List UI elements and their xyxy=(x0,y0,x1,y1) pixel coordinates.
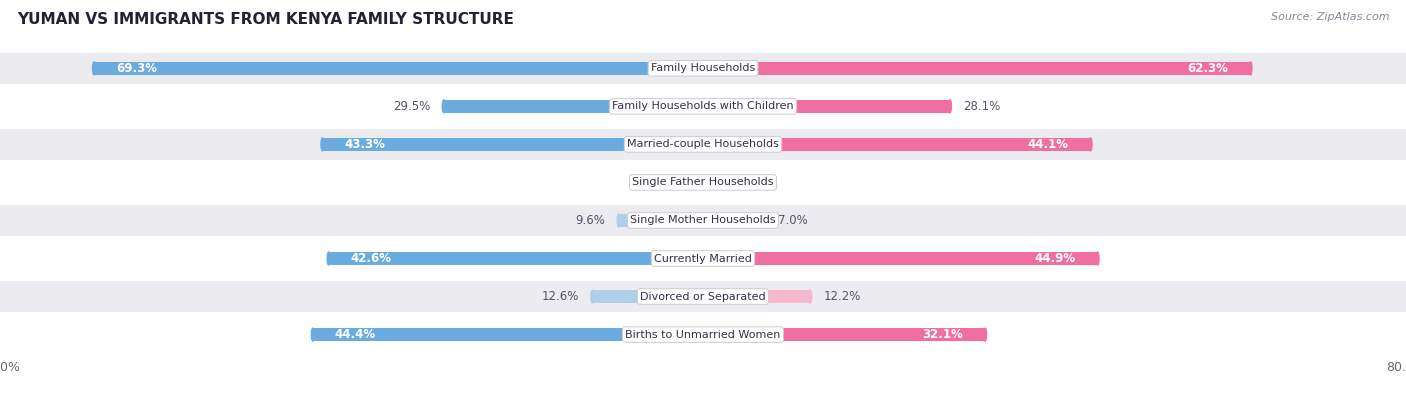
Circle shape xyxy=(808,290,811,303)
Circle shape xyxy=(702,252,704,265)
Text: 44.9%: 44.9% xyxy=(1035,252,1076,265)
Circle shape xyxy=(1097,252,1099,265)
Circle shape xyxy=(702,290,704,303)
Bar xyxy=(0,281,1406,312)
Text: Currently Married: Currently Married xyxy=(654,254,752,263)
Text: Family Households with Children: Family Households with Children xyxy=(612,102,794,111)
Bar xyxy=(592,290,703,303)
Circle shape xyxy=(702,62,704,75)
Circle shape xyxy=(702,290,704,303)
Text: 9.6%: 9.6% xyxy=(575,214,606,227)
Text: Single Mother Households: Single Mother Households xyxy=(630,215,776,226)
Text: Source: ZipAtlas.com: Source: ZipAtlas.com xyxy=(1271,12,1389,22)
Bar xyxy=(703,176,724,189)
Bar xyxy=(703,252,1098,265)
Bar xyxy=(444,100,703,113)
Bar xyxy=(94,62,703,75)
Text: 7.0%: 7.0% xyxy=(778,214,807,227)
Circle shape xyxy=(702,328,704,341)
Circle shape xyxy=(702,176,704,189)
Circle shape xyxy=(702,62,704,75)
Bar xyxy=(619,214,703,227)
Text: 28.1%: 28.1% xyxy=(963,100,1000,113)
Text: Married-couple Households: Married-couple Households xyxy=(627,139,779,149)
Text: 43.3%: 43.3% xyxy=(344,138,385,151)
Text: Births to Unmarried Women: Births to Unmarried Women xyxy=(626,329,780,340)
Circle shape xyxy=(702,138,704,151)
Bar xyxy=(0,53,1406,83)
Text: Divorced or Separated: Divorced or Separated xyxy=(640,292,766,301)
Text: 44.4%: 44.4% xyxy=(335,328,375,341)
Circle shape xyxy=(949,100,952,113)
Text: 32.1%: 32.1% xyxy=(922,328,963,341)
Bar xyxy=(703,62,1250,75)
Bar xyxy=(703,138,1091,151)
Bar xyxy=(673,176,703,189)
Text: 62.3%: 62.3% xyxy=(1188,62,1229,75)
Circle shape xyxy=(984,328,987,341)
Circle shape xyxy=(702,100,704,113)
Circle shape xyxy=(702,100,704,113)
Circle shape xyxy=(591,290,593,303)
Text: Single Father Households: Single Father Households xyxy=(633,177,773,188)
Bar xyxy=(0,205,1406,236)
Circle shape xyxy=(321,138,323,151)
Circle shape xyxy=(723,176,725,189)
Bar xyxy=(322,138,703,151)
Circle shape xyxy=(672,176,675,189)
Text: 29.5%: 29.5% xyxy=(394,100,430,113)
Text: 3.3%: 3.3% xyxy=(631,176,661,189)
Text: Family Households: Family Households xyxy=(651,63,755,73)
Circle shape xyxy=(617,214,620,227)
Circle shape xyxy=(702,214,704,227)
Text: 12.2%: 12.2% xyxy=(824,290,860,303)
Circle shape xyxy=(443,100,446,113)
Text: 44.1%: 44.1% xyxy=(1028,138,1069,151)
Bar xyxy=(0,129,1406,160)
Circle shape xyxy=(702,252,704,265)
Bar xyxy=(703,100,950,113)
Circle shape xyxy=(93,62,96,75)
Bar xyxy=(703,214,765,227)
Circle shape xyxy=(1090,138,1092,151)
Circle shape xyxy=(702,214,704,227)
Circle shape xyxy=(702,328,704,341)
Bar xyxy=(329,252,703,265)
Circle shape xyxy=(1249,62,1251,75)
Bar xyxy=(703,328,986,341)
Circle shape xyxy=(702,176,704,189)
Circle shape xyxy=(311,328,315,341)
Text: 12.6%: 12.6% xyxy=(541,290,579,303)
Bar xyxy=(703,290,810,303)
Text: 69.3%: 69.3% xyxy=(115,62,157,75)
Circle shape xyxy=(763,214,766,227)
Circle shape xyxy=(702,138,704,151)
Text: 2.4%: 2.4% xyxy=(737,176,768,189)
Circle shape xyxy=(328,252,330,265)
Bar xyxy=(314,328,703,341)
Text: YUMAN VS IMMIGRANTS FROM KENYA FAMILY STRUCTURE: YUMAN VS IMMIGRANTS FROM KENYA FAMILY ST… xyxy=(17,12,513,27)
Text: 42.6%: 42.6% xyxy=(350,252,392,265)
